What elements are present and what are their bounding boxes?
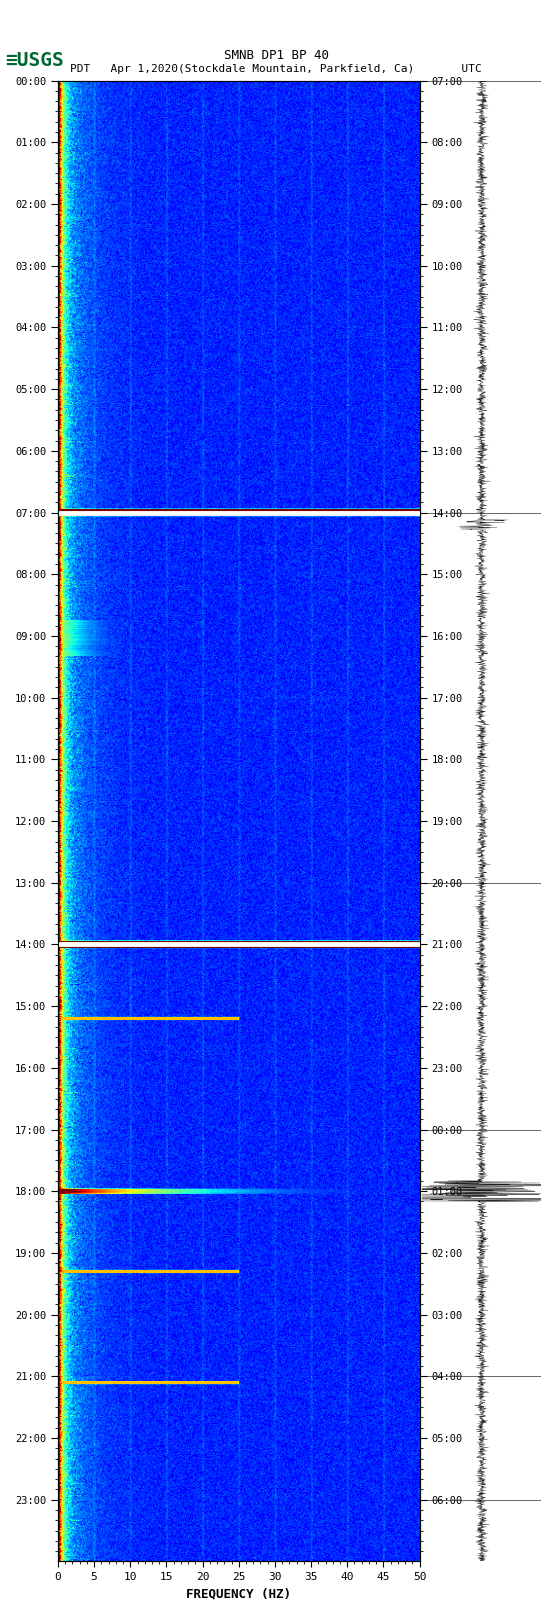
Text: SMNB DP1 BP 40: SMNB DP1 BP 40 — [224, 48, 328, 61]
Text: ≡USGS: ≡USGS — [6, 52, 64, 69]
Text: PDT   Apr 1,2020(Stockdale Mountain, Parkfield, Ca)       UTC: PDT Apr 1,2020(Stockdale Mountain, Parkf… — [70, 65, 482, 74]
X-axis label: FREQUENCY (HZ): FREQUENCY (HZ) — [186, 1587, 291, 1600]
